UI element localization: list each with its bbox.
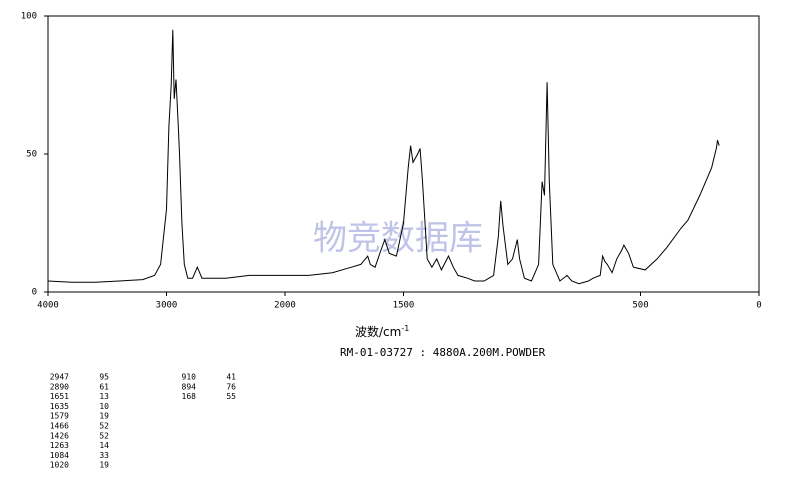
peak-intensity: 10 <box>99 402 109 411</box>
peak-wavenumber: 1651 <box>50 392 69 401</box>
peak-wavenumber: 1426 <box>50 431 69 440</box>
x-tick-label: 1500 <box>393 301 415 311</box>
x-axis-label: 波数/cm-1 <box>355 324 409 339</box>
peak-intensity: 41 <box>226 373 236 382</box>
peak-wavenumber: 894 <box>182 382 197 391</box>
peak-wavenumber: 1020 <box>50 461 69 470</box>
watermark: 物竞数据库 <box>313 219 483 259</box>
y-tick-label: 100 <box>21 12 37 22</box>
peak-wavenumber: 1084 <box>50 451 69 460</box>
peak-intensity: 95 <box>99 373 109 382</box>
peak-wavenumber: 1466 <box>50 422 69 431</box>
peak-intensity: 52 <box>99 431 109 440</box>
peak-wavenumber: 1263 <box>50 441 69 450</box>
y-tick-label: 50 <box>26 150 37 160</box>
y-tick-label: 0 <box>32 288 37 298</box>
x-tick-label: 4000 <box>37 301 59 311</box>
peak-intensity: 33 <box>99 451 109 460</box>
peak-wavenumber: 168 <box>182 392 197 401</box>
peak-wavenumber: 1579 <box>50 412 69 421</box>
peak-intensity: 19 <box>99 461 109 470</box>
x-tick-label: 3000 <box>156 301 178 311</box>
x-tick-label: 500 <box>632 301 648 311</box>
x-tick-label: 0 <box>756 301 761 311</box>
peak-intensity: 76 <box>226 382 236 391</box>
peak-wavenumber: 1635 <box>50 402 69 411</box>
peak-wavenumber: 910 <box>182 373 197 382</box>
peak-intensity: 14 <box>99 441 109 450</box>
peak-intensity: 61 <box>99 382 109 391</box>
x-tick-label: 2000 <box>274 301 296 311</box>
peak-intensity: 52 <box>99 422 109 431</box>
x-axis-label-text: 波数/cm <box>355 324 401 339</box>
peak-wavenumber: 2890 <box>50 382 69 391</box>
spectrum-line <box>47 29 720 285</box>
peak-intensity: 19 <box>99 412 109 421</box>
peak-wavenumber: 2947 <box>50 373 69 382</box>
peak-intensity: 13 <box>99 392 109 401</box>
x-axis-label-sup: -1 <box>401 324 409 333</box>
chart-title: RM-01-03727 : 4880A.200M.POWDER <box>340 346 546 359</box>
peak-intensity: 55 <box>226 392 236 401</box>
